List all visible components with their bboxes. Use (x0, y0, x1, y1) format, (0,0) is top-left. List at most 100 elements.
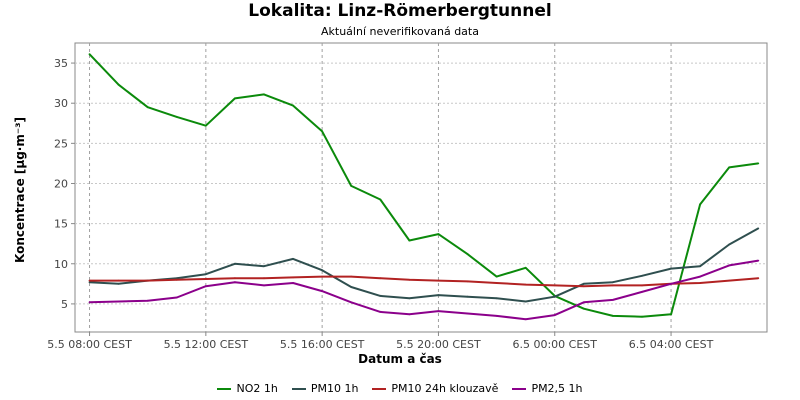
data-point (350, 185, 353, 187)
x-tick-label: 5.5 08:00 CEST (47, 338, 132, 351)
data-point (641, 291, 643, 293)
data-point (612, 315, 614, 317)
series-line-2 (89, 275, 759, 288)
data-point (524, 318, 527, 321)
data-point (641, 284, 643, 287)
legend-label: PM2,5 1h (531, 382, 583, 395)
data-point (757, 259, 760, 262)
data-point (146, 106, 149, 109)
data-point (321, 130, 323, 133)
data-point (524, 266, 527, 269)
data-point (670, 313, 672, 316)
data-point (263, 265, 265, 268)
data-point (117, 300, 120, 303)
data-point (350, 301, 353, 304)
data-point (437, 279, 440, 282)
data-point (88, 281, 91, 284)
data-point (146, 279, 149, 282)
data-point (466, 253, 469, 256)
data-point (204, 124, 207, 127)
data-point (437, 233, 440, 236)
legend-swatch (512, 387, 527, 390)
data-point (321, 269, 323, 272)
data-point (234, 97, 236, 100)
data-point (612, 281, 614, 284)
data-point (699, 203, 701, 206)
chart-subtitle: Aktuální neverifikovaná data (321, 25, 479, 38)
data-point (263, 93, 265, 96)
data-point (88, 279, 91, 282)
data-point (234, 262, 236, 265)
data-point (379, 295, 382, 297)
legend-label: PM10 24h klouzavě (391, 382, 499, 395)
legend-item: NO2 1h (217, 382, 278, 395)
legend-label: PM10 1h (310, 382, 359, 395)
data-point (350, 275, 353, 278)
data-point (437, 294, 440, 296)
data-point (292, 282, 294, 284)
legend-swatch (372, 387, 387, 390)
data-point (263, 284, 265, 287)
data-point (88, 53, 91, 56)
data-point (175, 277, 178, 280)
legend-item: PM10 1h (291, 382, 359, 395)
y-tick-label: 5 (61, 298, 68, 311)
x-tick-label: 5.5 16:00 CEST (280, 338, 365, 351)
data-point (699, 265, 701, 268)
data-point (175, 296, 178, 299)
data-point (175, 116, 178, 118)
data-point (495, 315, 498, 317)
data-point (234, 277, 236, 280)
y-tick-label: 10 (54, 258, 68, 271)
data-point (524, 283, 527, 286)
data-point (408, 313, 411, 316)
data-point (408, 297, 411, 300)
data-point (234, 281, 236, 284)
x-tick-label: 5.5 12:00 CEST (164, 338, 249, 351)
data-point (641, 315, 643, 318)
data-point (292, 104, 294, 107)
data-point (350, 286, 353, 288)
data-point (379, 198, 382, 201)
data-point (495, 297, 498, 300)
data-point (757, 162, 760, 165)
data-point (757, 227, 760, 230)
plot-area (74, 42, 768, 333)
data-point (466, 312, 469, 315)
data-point (728, 243, 731, 246)
data-point (292, 276, 294, 279)
data-point (728, 279, 731, 282)
y-tick-label: 15 (54, 218, 68, 231)
data-point (292, 258, 294, 260)
series-line-0 (88, 53, 759, 318)
data-point (437, 310, 440, 312)
data-point (146, 299, 149, 302)
data-point (408, 278, 411, 281)
data-point (582, 282, 585, 285)
series-line-1 (89, 227, 759, 303)
legend-label: NO2 1h (236, 382, 278, 395)
series-line-3 (89, 259, 759, 321)
data-point (641, 274, 643, 277)
data-point (524, 300, 527, 303)
data-point (321, 275, 323, 278)
data-point (582, 285, 585, 288)
y-tick-label: 30 (54, 97, 68, 110)
data-point (466, 295, 469, 298)
data-point (204, 278, 207, 280)
data-point (379, 277, 382, 280)
data-point (117, 279, 120, 282)
chart-title: Lokalita: Linz-Römerbergtunnel (248, 1, 552, 21)
data-point (263, 277, 265, 280)
x-tick-label: 6.5 00:00 CEST (512, 338, 597, 351)
data-point (408, 239, 411, 242)
data-point (495, 282, 498, 284)
data-point (321, 290, 323, 292)
legend-swatch (291, 387, 306, 390)
data-point (88, 301, 91, 304)
data-point (612, 284, 614, 287)
data-point (175, 278, 178, 281)
data-point (553, 284, 556, 287)
data-point (495, 275, 498, 278)
